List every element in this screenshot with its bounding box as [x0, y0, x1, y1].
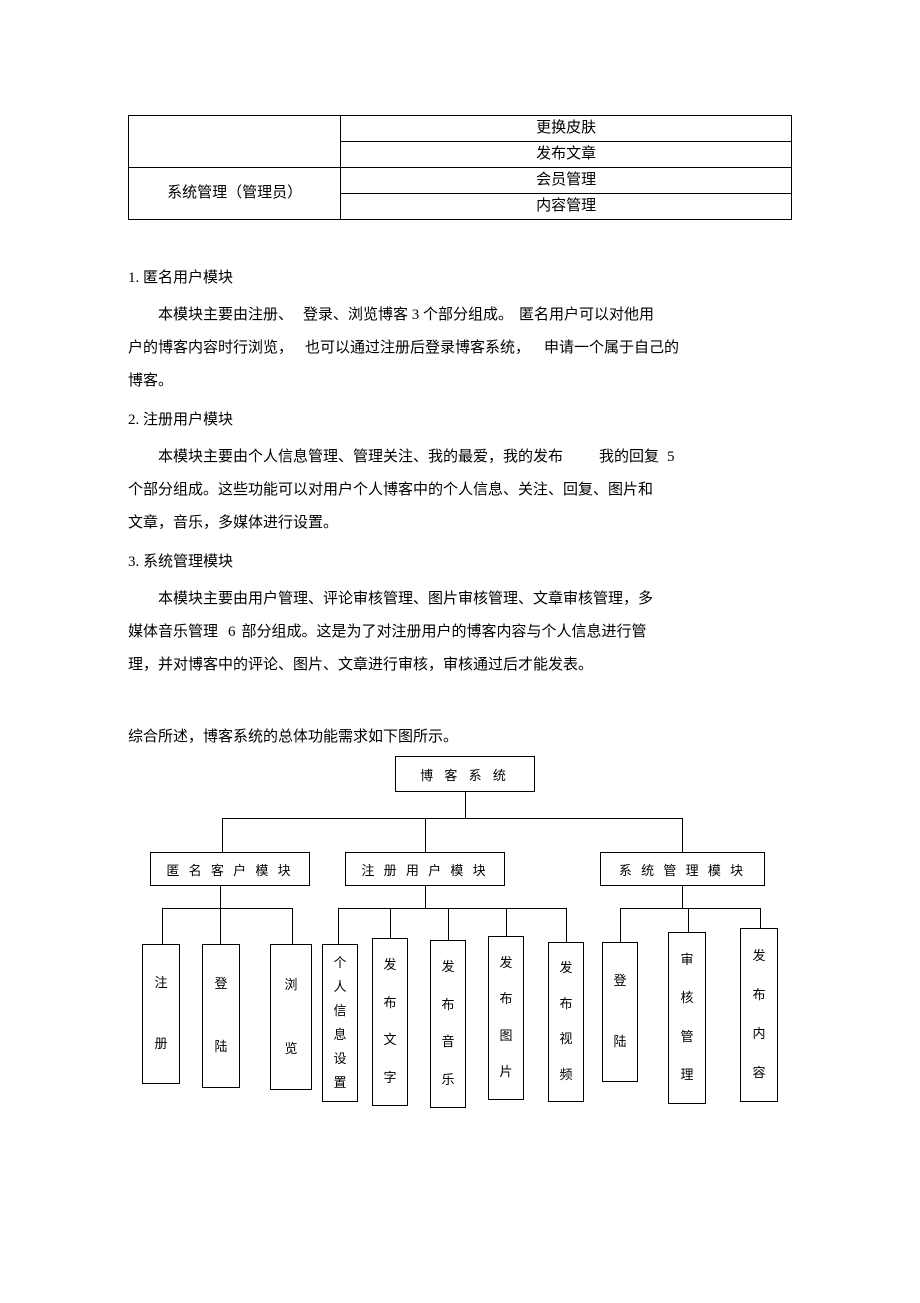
- section-3-body: 本模块主要由用户管理、评论审核管理、图片审核管理、文章审核管理，多 媒体音乐管理…: [128, 583, 792, 682]
- section-2-title: 2. 注册用户模块: [128, 408, 792, 429]
- table-cell: 会员管理: [341, 168, 792, 194]
- root-node: 博 客 系 统: [395, 756, 535, 792]
- table-cell: 内容管理: [341, 194, 792, 220]
- table-cell: 更换皮肤: [341, 116, 792, 142]
- leaf-pub-video: 发布视频: [548, 942, 584, 1102]
- summary-text: 综合所述，博客系统的总体功能需求如下图所示。: [128, 722, 792, 752]
- leaf-pub-content: 发布内容: [740, 928, 778, 1102]
- mid-node-1: 匿 名 客 户 模 块: [150, 852, 310, 886]
- table-cell: 发布文章: [341, 142, 792, 168]
- hierarchy-diagram: 博 客 系 统 匿 名 客 户 模 块 注 册 用 户 模 块 系 统 管 理 …: [140, 756, 780, 1136]
- section-2-body: 本模块主要由个人信息管理、管理关注、我的最爱，我的发布我的回复5 个部分组成。这…: [128, 441, 792, 540]
- leaf-register: 注册: [142, 944, 180, 1084]
- table-left-label: 系统管理（管理员）: [129, 168, 341, 220]
- table-empty-cell: [129, 116, 341, 168]
- leaf-pub-text: 发布文字: [372, 938, 408, 1106]
- section-1-title: 1. 匿名用户模块: [128, 266, 792, 287]
- leaf-pub-image: 发布图片: [488, 936, 524, 1100]
- function-table: 更换皮肤 发布文章 系统管理（管理员） 会员管理 内容管理: [128, 115, 792, 220]
- mid-node-2: 注 册 用 户 模 块: [345, 852, 505, 886]
- mid-node-3: 系 统 管 理 模 块: [600, 852, 765, 886]
- section-3-title: 3. 系统管理模块: [128, 550, 792, 571]
- leaf-profile: 个人信息设置: [322, 944, 358, 1102]
- leaf-audit: 审核管理: [668, 932, 706, 1104]
- leaf-login: 登陆: [202, 944, 240, 1088]
- leaf-pub-music: 发布音乐: [430, 940, 466, 1108]
- leaf-admin-login: 登陆: [602, 942, 638, 1082]
- leaf-browse: 浏览: [270, 944, 312, 1090]
- section-1-body: 本模块主要由注册、登录、浏览博客 3 个部分组成。匿名用户可以对他用 户的博客内…: [128, 299, 792, 398]
